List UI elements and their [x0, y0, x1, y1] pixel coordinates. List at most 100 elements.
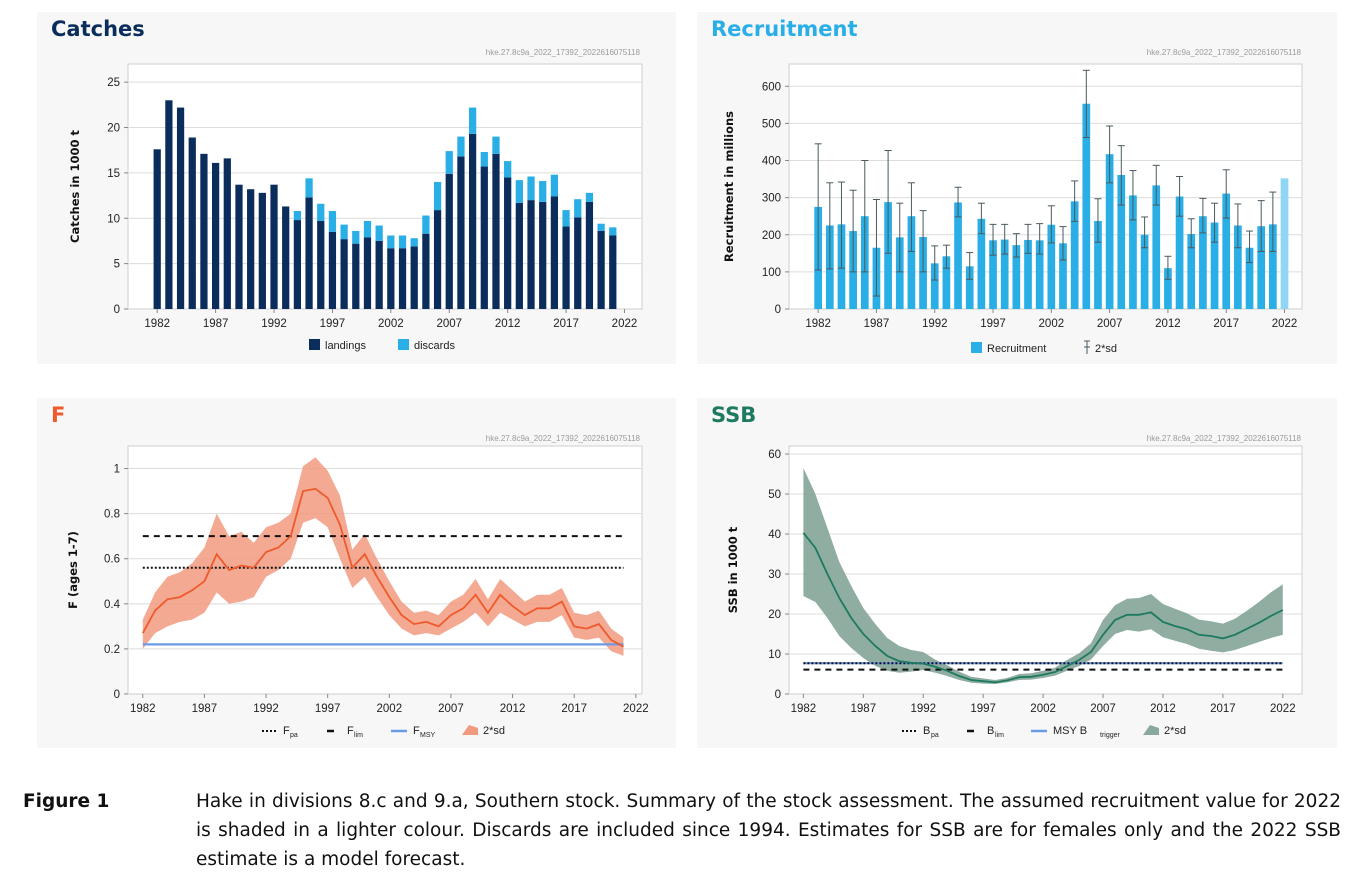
- y-tick-label: 25: [107, 77, 120, 89]
- legend-recruitment-label: Recruitment: [987, 343, 1046, 355]
- y-tick-label: 1: [114, 464, 120, 476]
- recruitment-bar: [1070, 201, 1079, 309]
- landings-bar: [305, 197, 313, 309]
- landings-bar: [211, 162, 220, 309]
- landings-bar: [153, 149, 161, 309]
- y-tick-label: 0: [114, 689, 120, 701]
- recruitment-bar: [1257, 226, 1266, 309]
- discards-bar: [375, 225, 383, 241]
- x-tick-label: 2022: [1272, 318, 1298, 330]
- landings-bar: [457, 156, 465, 309]
- y-tick-label: 0: [114, 304, 120, 316]
- legend-landings-label: landings: [325, 340, 366, 352]
- recruitment-bar: [895, 237, 904, 309]
- catches-id: hke.27.8c9a_2022_17392_2022616075118: [485, 48, 640, 57]
- ssb-id: hke.27.8c9a_2022_17392_2022616075118: [1146, 434, 1301, 443]
- x-tick-label: 2017: [553, 318, 579, 330]
- recruitment-bar: [989, 240, 997, 309]
- recruitment-bar: [1222, 193, 1231, 309]
- landings-bar: [398, 248, 407, 309]
- y-tick-label: 10: [107, 213, 120, 225]
- recruitment-bar: [1094, 221, 1102, 309]
- recruitment-id: hke.27.8c9a_2022_17392_2022616075118: [1146, 48, 1301, 57]
- discards-bar: [293, 211, 302, 221]
- discards-bar: [609, 227, 617, 236]
- recruitment-bar: [1210, 222, 1219, 309]
- y-tick-label: 0.4: [104, 599, 121, 611]
- landings-bar: [363, 237, 372, 309]
- y-tick-label: 50: [768, 489, 781, 501]
- recruitment-bar: [1140, 234, 1149, 309]
- landings-bar: [328, 231, 337, 309]
- landings-bar: [480, 166, 488, 309]
- recruitment-bar: [1175, 196, 1184, 309]
- x-tick-label: 1987: [192, 703, 218, 715]
- discards-bar: [574, 199, 582, 218]
- y-tick-label: 0.6: [104, 554, 120, 566]
- recruitment-panel: Recruitment hke.27.8c9a_2022_17392_20226…: [697, 12, 1337, 364]
- legend-blim-sub: lim: [995, 732, 1004, 739]
- recruitment-title: Recruitment: [711, 17, 858, 41]
- y-tick-label: 0: [775, 689, 781, 701]
- x-tick-label: 1982: [805, 318, 831, 330]
- x-tick-label: 2017: [1210, 703, 1236, 715]
- y-tick-label: 0: [775, 304, 781, 316]
- x-tick-label: 2012: [500, 703, 526, 715]
- landings-bar: [468, 133, 477, 309]
- x-tick-label: 2002: [1039, 318, 1065, 330]
- legend-sd-swatch: [462, 725, 478, 735]
- legend-fmsy-label: F: [413, 725, 420, 737]
- landings-bar: [317, 220, 325, 309]
- x-tick-label: 2002: [377, 703, 403, 715]
- discards-bar: [480, 152, 488, 167]
- x-tick-label: 1982: [791, 703, 817, 715]
- discards-bar: [317, 203, 325, 221]
- figure-caption: Hake in divisions 8.c and 9.a, Southern …: [196, 791, 1341, 870]
- discards-bar: [387, 235, 395, 249]
- landings-bar: [609, 235, 617, 309]
- recruitment-bar: [1152, 185, 1161, 309]
- catches-panel: Catches hke.27.8c9a_2022_17392_202261607…: [37, 12, 676, 364]
- recruitment-bar: [1000, 239, 1009, 309]
- legend-sd-label: 2*sd: [1095, 343, 1117, 355]
- x-tick-label: 2022: [612, 318, 638, 330]
- x-tick-label: 1997: [970, 703, 996, 715]
- x-tick-label: 2017: [561, 703, 587, 715]
- discards-bar: [515, 180, 523, 203]
- discards-bar: [597, 223, 605, 231]
- legend-bpa-sub: pa: [931, 732, 939, 739]
- ssb-title: SSB: [711, 403, 757, 427]
- landings-bar: [515, 202, 523, 309]
- y-axis-label: SSB in 1000 t: [726, 526, 740, 613]
- recruitment-bar: [1245, 247, 1254, 309]
- f-id: hke.27.8c9a_2022_17392_2022616075118: [485, 434, 640, 443]
- discards-bar: [410, 238, 418, 247]
- legend-discards-label: discards: [414, 340, 455, 352]
- f-panel: F hke.27.8c9a_2022_17392_2022616075118 0…: [37, 398, 676, 748]
- x-tick-label: 1997: [980, 318, 1006, 330]
- landings-bar: [445, 173, 453, 309]
- discards-bar: [398, 235, 407, 249]
- legend-blim-label: B: [987, 725, 994, 737]
- recruitment-bar: [1047, 224, 1056, 309]
- discards-bar: [504, 161, 512, 178]
- landings-bar: [410, 246, 418, 309]
- x-tick-label: 1992: [922, 318, 948, 330]
- y-axis-label: Recruitment in millions: [722, 111, 736, 262]
- landings-bar: [375, 240, 383, 309]
- discards-bar: [422, 215, 430, 234]
- legend-fpa-sub: pa: [290, 732, 298, 739]
- landings-bar: [293, 220, 302, 309]
- landings-bar: [527, 200, 535, 309]
- landings-bar: [165, 100, 173, 309]
- y-tick-label: 40: [768, 529, 781, 541]
- discards-bar: [340, 224, 348, 240]
- recruitment-bar: [1117, 174, 1126, 309]
- x-tick-label: 2012: [1155, 318, 1181, 330]
- legend-sd-swatch: [1143, 725, 1159, 735]
- legend-msy-btrigger-sub: trigger: [1100, 732, 1121, 739]
- landings-bar: [585, 201, 594, 309]
- recruitment-bar: [965, 266, 974, 309]
- landings-bar: [574, 217, 582, 309]
- discards-bar: [363, 220, 372, 238]
